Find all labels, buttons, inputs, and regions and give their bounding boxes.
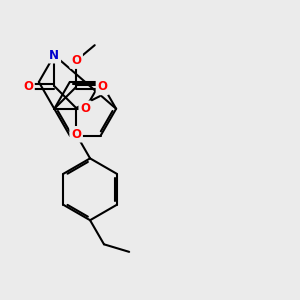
Text: O: O	[98, 80, 107, 93]
Text: N: N	[49, 49, 59, 62]
Text: O: O	[23, 80, 33, 93]
Text: O: O	[71, 128, 81, 141]
Text: O: O	[71, 54, 81, 67]
Text: O: O	[80, 102, 90, 115]
